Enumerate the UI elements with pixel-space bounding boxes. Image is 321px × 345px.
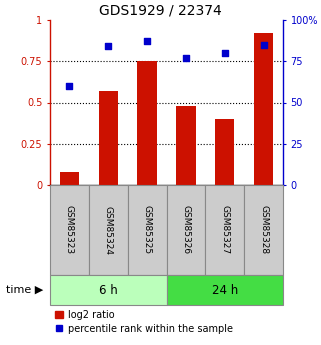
Point [222, 50, 227, 56]
Text: GSM85326: GSM85326 [181, 205, 190, 255]
Point [183, 55, 188, 61]
Point [67, 83, 72, 89]
Text: GSM85325: GSM85325 [143, 205, 152, 255]
Point [106, 43, 111, 49]
Bar [215, 119, 234, 185]
Bar [167, 185, 205, 275]
Text: GSM85324: GSM85324 [104, 206, 113, 255]
Text: GSM85323: GSM85323 [65, 205, 74, 255]
Point [261, 42, 266, 48]
Text: GSM85328: GSM85328 [259, 205, 268, 255]
Text: 6 h: 6 h [99, 284, 117, 296]
Bar [176, 106, 195, 185]
Bar [167, 275, 283, 305]
Bar [244, 185, 283, 275]
Bar [137, 61, 157, 185]
Bar [50, 275, 167, 305]
Bar [254, 33, 273, 185]
Bar [60, 172, 79, 185]
Bar [99, 91, 118, 185]
Text: GDS1929 / 22374: GDS1929 / 22374 [99, 3, 222, 17]
Text: GSM85327: GSM85327 [220, 205, 229, 255]
Bar [50, 185, 89, 275]
Bar [89, 185, 128, 275]
Bar [128, 185, 167, 275]
Text: 24 h: 24 h [212, 284, 238, 296]
Text: time ▶: time ▶ [6, 285, 44, 295]
Point [144, 39, 150, 44]
Legend: log2 ratio, percentile rank within the sample: log2 ratio, percentile rank within the s… [55, 310, 232, 334]
Bar [205, 185, 244, 275]
